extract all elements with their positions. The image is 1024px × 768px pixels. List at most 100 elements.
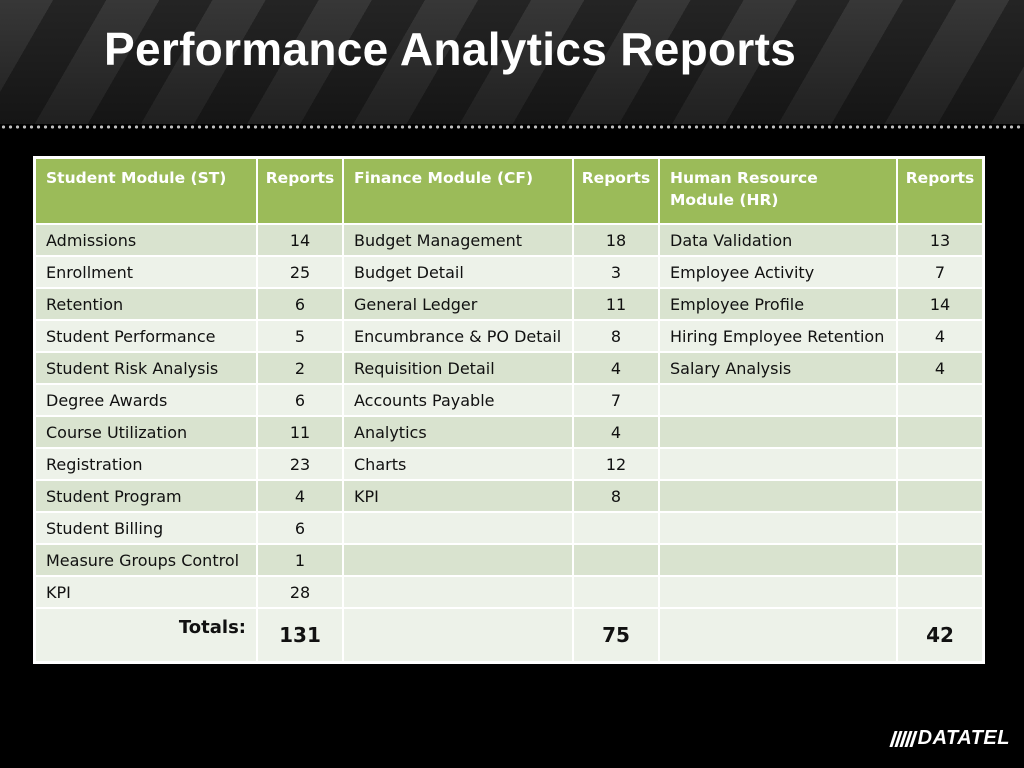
cf-module-cell bbox=[342, 543, 574, 577]
st-module-cell: Student Billing bbox=[34, 511, 258, 545]
hr-reports-cell bbox=[896, 383, 984, 417]
header-student-module: Student Module (ST) bbox=[34, 157, 258, 225]
cf-reports-cell bbox=[572, 543, 660, 577]
st-reports-cell: 5 bbox=[256, 319, 344, 353]
hr-reports-cell: 4 bbox=[896, 351, 984, 385]
speed-bars-icon bbox=[889, 730, 918, 747]
hr-module-cell bbox=[658, 575, 898, 609]
hr-module-cell bbox=[658, 543, 898, 577]
st-module-cell: Student Program bbox=[34, 479, 258, 513]
st-reports-cell: 28 bbox=[256, 575, 344, 609]
totals-label: Totals: bbox=[34, 607, 258, 663]
table-row: Student Risk Analysis 2 Requisition Detail… bbox=[34, 351, 984, 385]
hr-reports-cell: 14 bbox=[896, 287, 984, 321]
table-row: Student Performance 5 Encumbrance & PO Det… bbox=[34, 319, 984, 353]
hr-reports-cell: 13 bbox=[896, 223, 984, 257]
st-reports-cell: 23 bbox=[256, 447, 344, 481]
st-reports-cell: 6 bbox=[256, 287, 344, 321]
st-reports-cell: 1 bbox=[256, 543, 344, 577]
header-hr-reports: Reports bbox=[896, 157, 984, 225]
st-module-cell: Student Performance bbox=[34, 319, 258, 353]
st-module-cell: Registration bbox=[34, 447, 258, 481]
cf-reports-cell bbox=[572, 575, 660, 609]
table-row: Enrollment 25 Budget Detail 3 Employee Activ… bbox=[34, 255, 984, 289]
cf-module-cell: Budget Management bbox=[342, 223, 574, 257]
st-reports-cell: 6 bbox=[256, 383, 344, 417]
table-row: Degree Awards 6 Accounts Payable 7 bbox=[34, 383, 984, 417]
hr-module-cell: Data Validation bbox=[658, 223, 898, 257]
st-reports-cell: 14 bbox=[256, 223, 344, 257]
hr-module-cell bbox=[658, 511, 898, 545]
table-row: Retention 6 General Ledger 11 Employee Profi… bbox=[34, 287, 984, 321]
logo-text: DATATEL bbox=[917, 727, 1010, 749]
cf-module-cell: KPI bbox=[342, 479, 574, 513]
cf-reports-cell bbox=[572, 511, 660, 545]
st-module-cell: Enrollment bbox=[34, 255, 258, 289]
table-body: Admissions 14 Budget Management 18 Data Vali… bbox=[34, 223, 984, 609]
header-finance-module: Finance Module (CF) bbox=[342, 157, 574, 225]
table-row: Measure Groups Control 1 bbox=[34, 543, 984, 577]
st-module-cell: KPI bbox=[34, 575, 258, 609]
cf-reports-cell: 8 bbox=[572, 319, 660, 353]
table-row: Course Utilization 11 Analytics 4 bbox=[34, 415, 984, 449]
cf-module-cell: General Ledger bbox=[342, 287, 574, 321]
hr-module-cell: Hiring Employee Retention bbox=[658, 319, 898, 353]
hr-reports-cell bbox=[896, 479, 984, 513]
hr-module-cell bbox=[658, 415, 898, 449]
header-band bbox=[0, 0, 1024, 124]
table-row: Admissions 14 Budget Management 18 Data Vali… bbox=[34, 223, 984, 257]
st-reports-cell: 6 bbox=[256, 511, 344, 545]
cf-module-cell bbox=[342, 575, 574, 609]
cf-reports-cell: 3 bbox=[572, 255, 660, 289]
total-cf: 75 bbox=[572, 607, 660, 663]
header-cf-reports: Reports bbox=[572, 157, 660, 225]
page-title: Performance Analytics Reports bbox=[104, 23, 797, 75]
hr-reports-cell: 7 bbox=[896, 255, 984, 289]
header-shade bbox=[0, 0, 1024, 124]
hr-reports-cell bbox=[896, 543, 984, 577]
cf-reports-cell: 7 bbox=[572, 383, 660, 417]
table-row: Student Billing 6 bbox=[34, 511, 984, 545]
st-module-cell: Retention bbox=[34, 287, 258, 321]
hr-module-cell: Employee Activity bbox=[658, 255, 898, 289]
cf-reports-cell: 11 bbox=[572, 287, 660, 321]
cf-module-cell: Budget Detail bbox=[342, 255, 574, 289]
table-row: KPI 28 bbox=[34, 575, 984, 609]
cf-module-cell: Accounts Payable bbox=[342, 383, 574, 417]
hr-module-cell: Employee Profile bbox=[658, 287, 898, 321]
total-hr: 42 bbox=[896, 607, 984, 663]
cf-module-cell: Requisition Detail bbox=[342, 351, 574, 385]
cf-module-cell bbox=[342, 511, 574, 545]
cf-reports-cell: 4 bbox=[572, 351, 660, 385]
hr-module-cell: Salary Analysis bbox=[658, 351, 898, 385]
reports-table: Student Module (ST) Reports Finance Modu… bbox=[34, 157, 984, 663]
cf-reports-cell: 8 bbox=[572, 479, 660, 513]
totals-row: Totals: 131 75 42 bbox=[34, 607, 984, 663]
dotted-divider bbox=[0, 124, 1024, 130]
st-module-cell: Admissions bbox=[34, 223, 258, 257]
st-reports-cell: 11 bbox=[256, 415, 344, 449]
hr-reports-cell bbox=[896, 415, 984, 449]
hr-reports-cell bbox=[896, 447, 984, 481]
hr-reports-cell bbox=[896, 575, 984, 609]
empty-cell bbox=[658, 607, 898, 663]
hr-module-cell bbox=[658, 447, 898, 481]
st-module-cell: Degree Awards bbox=[34, 383, 258, 417]
table-row: Student Program 4 KPI 8 bbox=[34, 479, 984, 513]
st-module-cell: Course Utilization bbox=[34, 415, 258, 449]
cf-module-cell: Encumbrance & PO Detail bbox=[342, 319, 574, 353]
header-hr-module: Human Resource Module (HR) bbox=[658, 157, 898, 225]
cf-reports-cell: 4 bbox=[572, 415, 660, 449]
reports-table-container: Student Module (ST) Reports Finance Modu… bbox=[33, 156, 985, 664]
hr-reports-cell: 4 bbox=[896, 319, 984, 353]
hr-reports-cell bbox=[896, 511, 984, 545]
st-module-cell: Student Risk Analysis bbox=[34, 351, 258, 385]
table-header-row: Student Module (ST) Reports Finance Modu… bbox=[34, 157, 984, 225]
hr-module-cell bbox=[658, 383, 898, 417]
hr-module-cell bbox=[658, 479, 898, 513]
header-st-reports: Reports bbox=[256, 157, 344, 225]
st-reports-cell: 2 bbox=[256, 351, 344, 385]
datatel-logo: DATATEL bbox=[889, 727, 1010, 750]
total-st: 131 bbox=[256, 607, 344, 663]
empty-cell bbox=[342, 607, 574, 663]
